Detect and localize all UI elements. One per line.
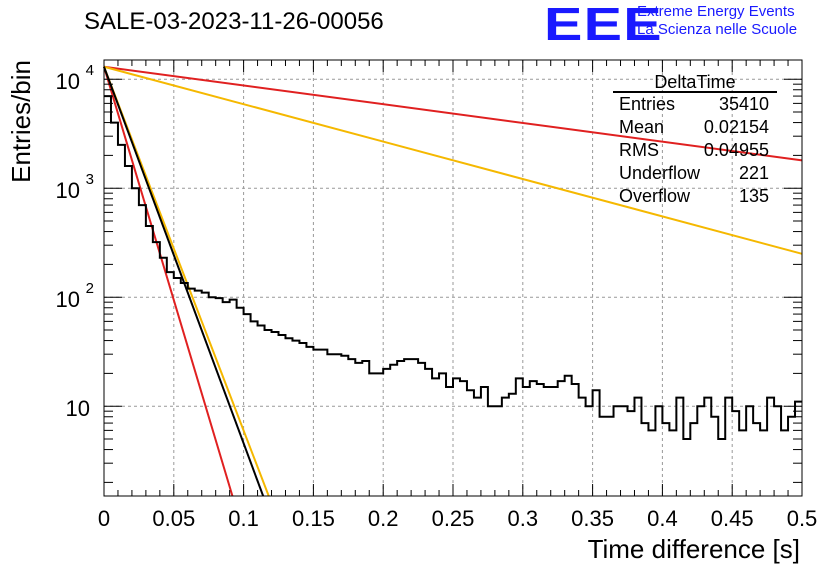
stats-row-label: Entries: [619, 94, 675, 114]
x-tick-label: 0.35: [571, 506, 614, 531]
y-tick-labels: 10 4 10 3 10 2 10: [56, 62, 94, 421]
stats-row-label: Mean: [619, 117, 664, 137]
y-tick-label: 10: [66, 396, 90, 421]
x-tick-label: 0.2: [368, 506, 399, 531]
x-tick-label: 0.45: [711, 506, 754, 531]
axis-ticks: [103, 60, 803, 496]
fit-curve: [103, 65, 803, 162]
stats-row-label: Underflow: [619, 163, 701, 183]
y-tick-label: 10: [56, 178, 80, 203]
chart-title: SALE-03-2023-11-26-00056: [84, 8, 384, 35]
stats-box-name: DeltaTime: [654, 72, 735, 92]
stats-row-value: 221: [739, 163, 769, 183]
eee-logo: EEE: [544, 0, 663, 50]
x-tick-label: 0.15: [292, 506, 335, 531]
x-tick-labels: 0 0.05 0.1 0.15 0.2 0.25 0.3 0.35 0.4 0.45 0.5: [98, 506, 817, 531]
grid-lines: [104, 60, 802, 496]
y-tick-label-exponent: 4: [86, 62, 94, 79]
x-tick-label: 0.25: [432, 506, 475, 531]
stats-row-label: Overflow: [619, 186, 691, 206]
fit-curve: [103, 65, 803, 255]
stats-row-value: 35410: [719, 94, 769, 114]
fit-curve: [103, 66, 234, 497]
y-tick-label: 10: [56, 287, 80, 312]
x-tick-label: 0.5: [787, 506, 818, 531]
logo-subtitle-line2: La Scienza nelle Scuole: [637, 21, 798, 38]
fit-curve: [103, 66, 265, 497]
x-tick-label: 0: [98, 506, 110, 531]
logo-subtitle-line1: Extreme Energy Events: [637, 3, 795, 20]
x-tick-label: 0.4: [647, 506, 678, 531]
y-tick-label-exponent: 3: [86, 171, 94, 188]
x-tick-label: 0.3: [508, 506, 539, 531]
stats-row-value: 0.04955: [704, 140, 769, 160]
histogram-series: [104, 95, 802, 441]
stats-row-label: RMS: [619, 140, 659, 160]
x-axis-title: Time difference [s]: [588, 534, 800, 564]
x-tick-label: 0.05: [152, 506, 195, 531]
stats-row-value: 135: [739, 186, 769, 206]
y-tick-label-exponent: 2: [86, 280, 94, 297]
y-axis-title: Entries/bin: [6, 60, 36, 183]
y-tick-label: 10: [56, 69, 80, 94]
x-tick-label: 0.1: [228, 506, 259, 531]
stats-row-value: 0.02154: [704, 117, 769, 137]
fit-curves: [103, 65, 803, 497]
histogram-line: [104, 95, 802, 441]
